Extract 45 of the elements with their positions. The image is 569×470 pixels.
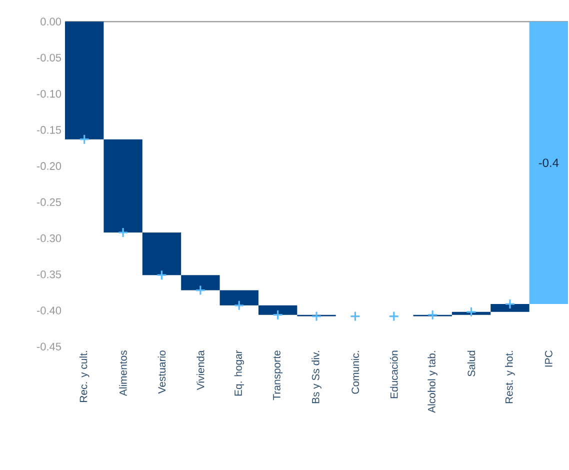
- y-tick-label: -0.30: [36, 234, 62, 242]
- x-tick-label: Vestuario: [158, 350, 166, 394]
- bar: [490, 304, 530, 312]
- bar: [104, 139, 142, 232]
- x-tick-label: Alcohol y tab.: [428, 351, 438, 413]
- x-tick-label: Rec. y cult.: [79, 351, 90, 402]
- y-tick-label: -0.40: [36, 306, 62, 314]
- point: [466, 306, 477, 318]
- point: [311, 310, 322, 322]
- x-tick-label: Transporte: [273, 350, 282, 400]
- y-tick-label: -0.10: [36, 90, 62, 98]
- bar: [181, 275, 220, 290]
- x-tick-label: Bs y Ss div.: [312, 351, 322, 404]
- point: [388, 310, 400, 322]
- y-tick-label: -0.15: [36, 126, 62, 134]
- point: [427, 310, 438, 320]
- y-tick-label: -0.25: [36, 198, 62, 206]
- point: [350, 310, 360, 322]
- x-tick-label: Vivienda: [196, 350, 204, 390]
- x-tick-label: Salud: [467, 350, 476, 376]
- x-tick-label: Eq. hogar: [234, 350, 244, 396]
- bar: [65, 22, 104, 140]
- y-tick-label: 0.00: [40, 18, 62, 26]
- point: [156, 270, 168, 280]
- x-tick-label: Alimentos: [119, 350, 127, 396]
- x-tick-label: Educación: [390, 350, 398, 398]
- bar: [220, 290, 258, 306]
- point: [272, 310, 284, 320]
- bar: [452, 312, 491, 315]
- y-tick-label: -0.20: [36, 162, 62, 170]
- y-tick-label: -0.45: [36, 342, 62, 350]
- bar: [258, 305, 298, 315]
- point: [79, 134, 90, 145]
- x-tick-label: Comunic.: [351, 351, 360, 394]
- x-tick-label: Rest. y hot.: [505, 351, 515, 404]
- point: [504, 298, 516, 310]
- point: [234, 300, 244, 311]
- data-label: -0.4: [538, 158, 559, 168]
- point: [195, 284, 206, 296]
- y-tick-label: -0.35: [36, 270, 62, 278]
- point: [118, 227, 128, 238]
- bar: [529, 22, 568, 304]
- bar: [142, 232, 182, 276]
- x-tick-label: IPC: [544, 350, 552, 367]
- y-tick-label: -0.05: [36, 54, 62, 62]
